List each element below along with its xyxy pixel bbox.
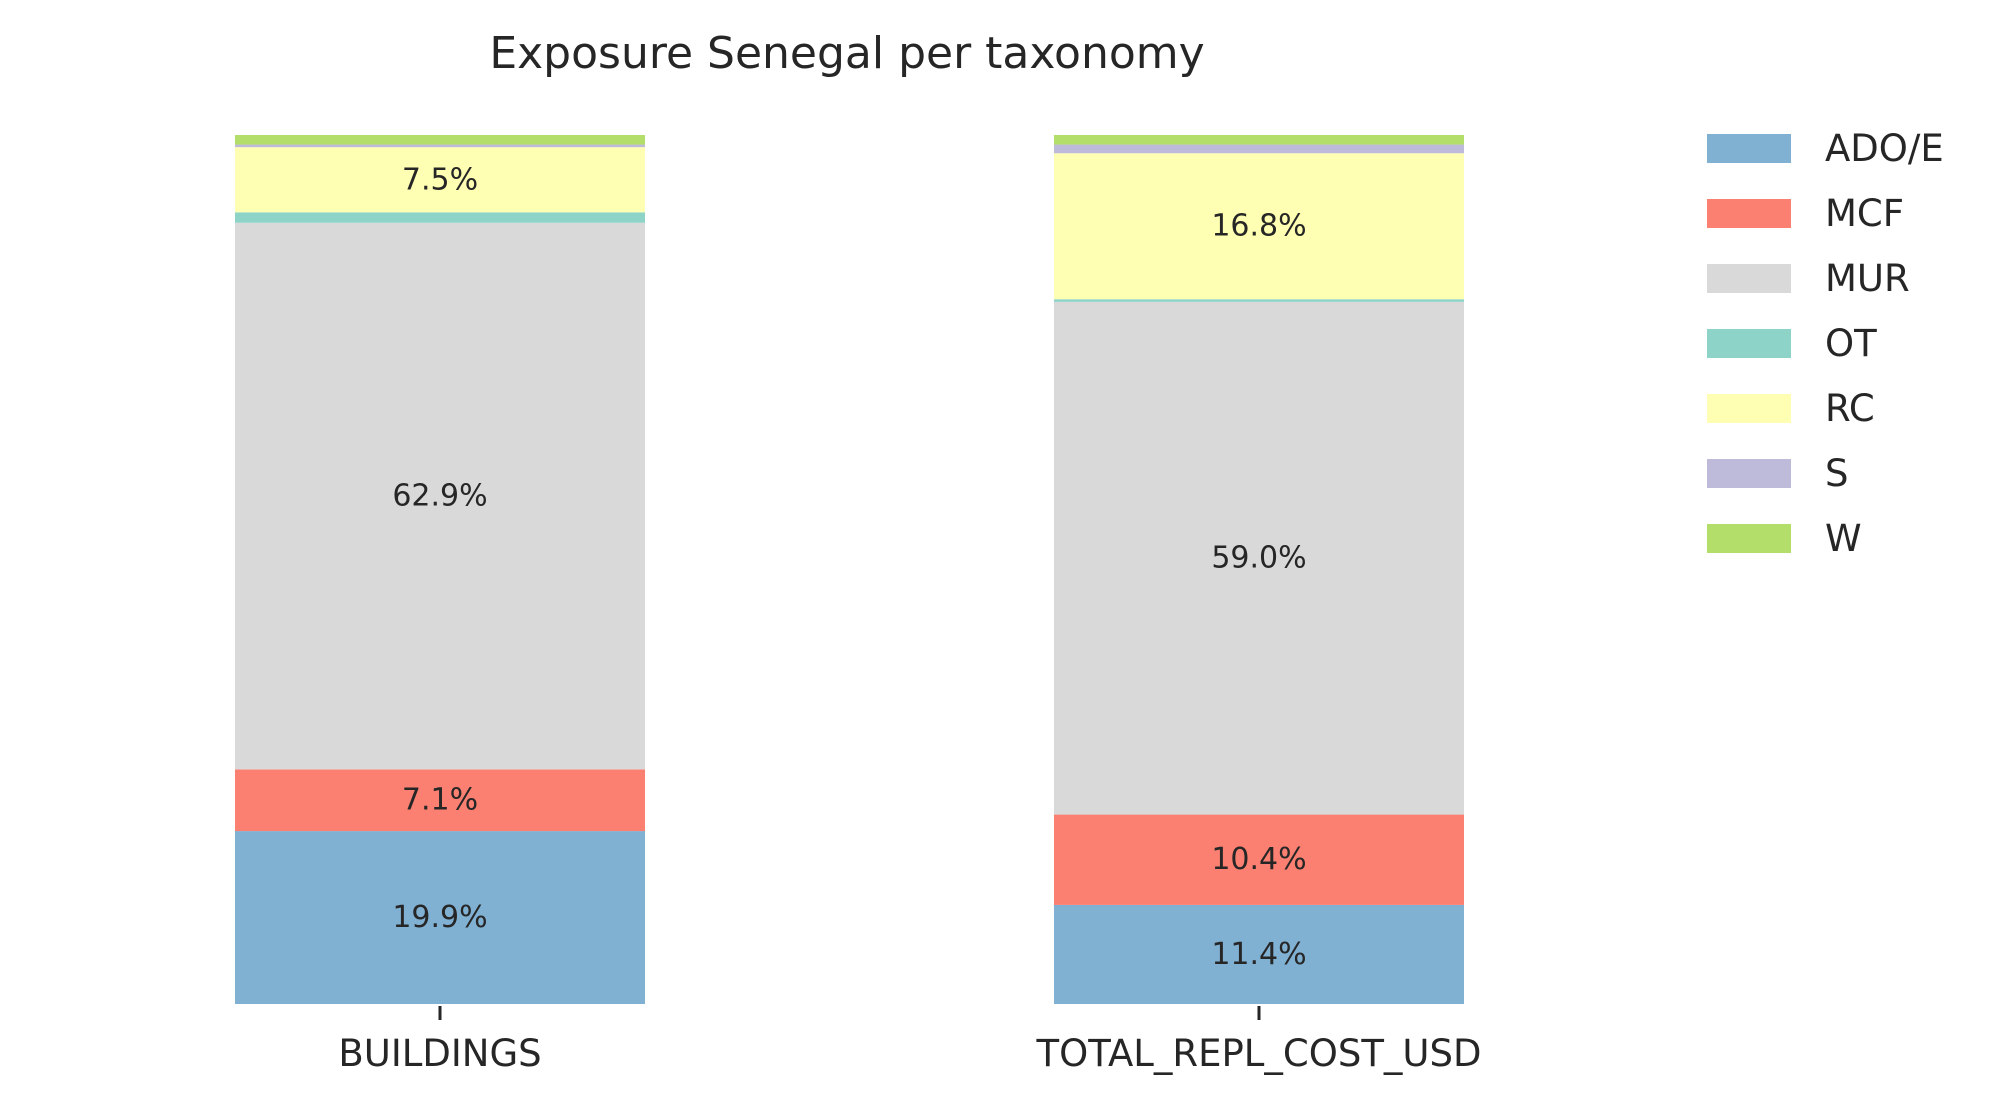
x-axis: BUILDINGS TOTAL_REPL_COST_USD	[338, 1006, 1482, 1075]
legend-swatch-mur	[1707, 264, 1791, 293]
bar-buildings-rc	[235, 147, 645, 213]
legend-swatch-s	[1707, 459, 1791, 488]
data-labels-layer: 19.9% 7.1% 62.9% 7.5% 11.4% 10.4% 59.0% 16.8%	[392, 162, 1306, 972]
legend-item-mcf: MCF	[1707, 192, 1904, 235]
bar-buildings-ot	[235, 212, 645, 223]
bar-buildings-s	[235, 144, 645, 148]
bar-total-repl-cost-usd-ado-e	[1054, 904, 1464, 1004]
legend-item-ado-e: ADO/E	[1707, 127, 1944, 170]
legend-label-ot: OT	[1825, 322, 1877, 365]
bar-total-repl-cost-usd-w	[1054, 135, 1464, 145]
x-tick-label-total-repl-cost-usd: TOTAL_REPL_COST_USD	[1036, 1032, 1482, 1075]
bar-total-repl-cost-usd-s	[1054, 144, 1464, 154]
bar-buildings-w	[235, 135, 645, 145]
data-label-total-repl-cost-usd-mcf: 10.4%	[1211, 842, 1306, 877]
legend-item-ot: OT	[1707, 322, 1877, 365]
bar-total-repl-cost-usd-mcf	[1054, 814, 1464, 905]
data-label-buildings-mcf: 7.1%	[402, 783, 478, 818]
legend-label-ado-e: ADO/E	[1825, 127, 1944, 170]
bar-total-repl-cost-usd-ot	[1054, 299, 1464, 302]
legend-label-s: S	[1825, 452, 1849, 495]
chart-title: Exposure Senegal per taxonomy	[489, 28, 1204, 79]
legend-item-mur: MUR	[1707, 257, 1910, 300]
data-label-total-repl-cost-usd-mur: 59.0%	[1211, 541, 1306, 576]
bars-layer	[235, 135, 1464, 1004]
bar-buildings-mur	[235, 222, 645, 770]
legend-swatch-ado-e	[1707, 134, 1791, 163]
bar-total-repl-cost-usd-rc	[1054, 153, 1464, 300]
data-label-total-repl-cost-usd-ado-e: 11.4%	[1211, 937, 1306, 972]
legend-label-w: W	[1825, 517, 1862, 560]
data-label-buildings-ado-e: 19.9%	[392, 900, 487, 935]
legend-swatch-mcf	[1707, 199, 1791, 228]
legend-swatch-ot	[1707, 329, 1791, 358]
legend-label-rc: RC	[1825, 387, 1875, 430]
legend-label-mcf: MCF	[1825, 192, 1904, 235]
data-label-total-repl-cost-usd-rc: 16.8%	[1211, 209, 1306, 244]
legend-swatch-rc	[1707, 394, 1791, 423]
legend-item-w: W	[1707, 517, 1862, 560]
bar-buildings-ado-e	[235, 831, 645, 1004]
bar-total-repl-cost-usd-mur	[1054, 301, 1464, 815]
legend-item-s: S	[1707, 452, 1849, 495]
x-tick-label-buildings: BUILDINGS	[338, 1032, 541, 1075]
legend: ADO/E MCF MUR OT RC SW	[1707, 127, 1944, 560]
data-label-buildings-rc: 7.5%	[402, 162, 478, 197]
bar-buildings-mcf	[235, 769, 645, 832]
legend-item-rc: RC	[1707, 387, 1875, 430]
data-label-buildings-mur: 62.9%	[392, 479, 487, 514]
legend-swatch-w	[1707, 524, 1791, 553]
legend-label-mur: MUR	[1825, 257, 1910, 300]
